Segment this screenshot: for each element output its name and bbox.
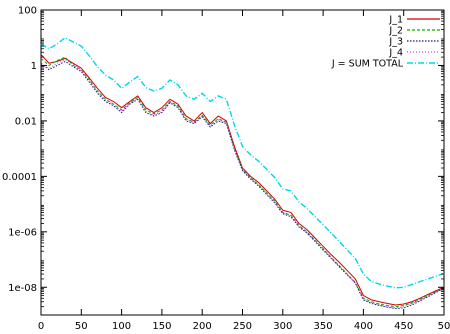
x-tick-label: 200 (193, 321, 212, 332)
x-tick-label: 250 (233, 321, 252, 332)
y-tick-label: 0.0001 (2, 172, 37, 183)
legend-label: J_4 (388, 48, 403, 59)
x-tick-label: 0 (38, 321, 44, 332)
y-tick-label: 1 (31, 61, 37, 72)
x-tick-label: 450 (394, 321, 413, 332)
x-tick-label: 300 (273, 321, 292, 332)
series-layer (40, 37, 445, 310)
series-line-4 (40, 59, 445, 309)
y-tick-label: 100 (18, 6, 37, 17)
legend-label: J_2 (388, 26, 403, 37)
x-tick-label: 100 (112, 321, 131, 332)
x-tick-label: 150 (152, 321, 171, 332)
legend-label: J_3 (388, 37, 403, 48)
y-tick-label: 0.01 (15, 116, 37, 127)
y-tick-label: 1e-06 (8, 227, 37, 238)
series-line-5 (40, 37, 445, 289)
legend-label: J_1 (388, 15, 403, 26)
x-tick-label: 350 (314, 321, 333, 332)
series-line-2 (40, 56, 445, 308)
series-line-3 (40, 60, 445, 310)
series-line-1 (40, 54, 445, 306)
x-tick-label: 50 (75, 321, 88, 332)
x-tick-label: 400 (354, 321, 373, 332)
legend: J_1J_2J_3J_4J = SUM TOTAL (331, 15, 440, 70)
tick-layer: 0 50 100 150 200 250 300 350 400 450 50 100 1 0.01 0.0… (2, 6, 450, 333)
legend-label: J = SUM TOTAL (331, 59, 404, 70)
x-tick-label: 50 (438, 321, 450, 332)
plot-frame (40, 9, 445, 316)
y-tick-label: 1e-08 (8, 283, 37, 294)
